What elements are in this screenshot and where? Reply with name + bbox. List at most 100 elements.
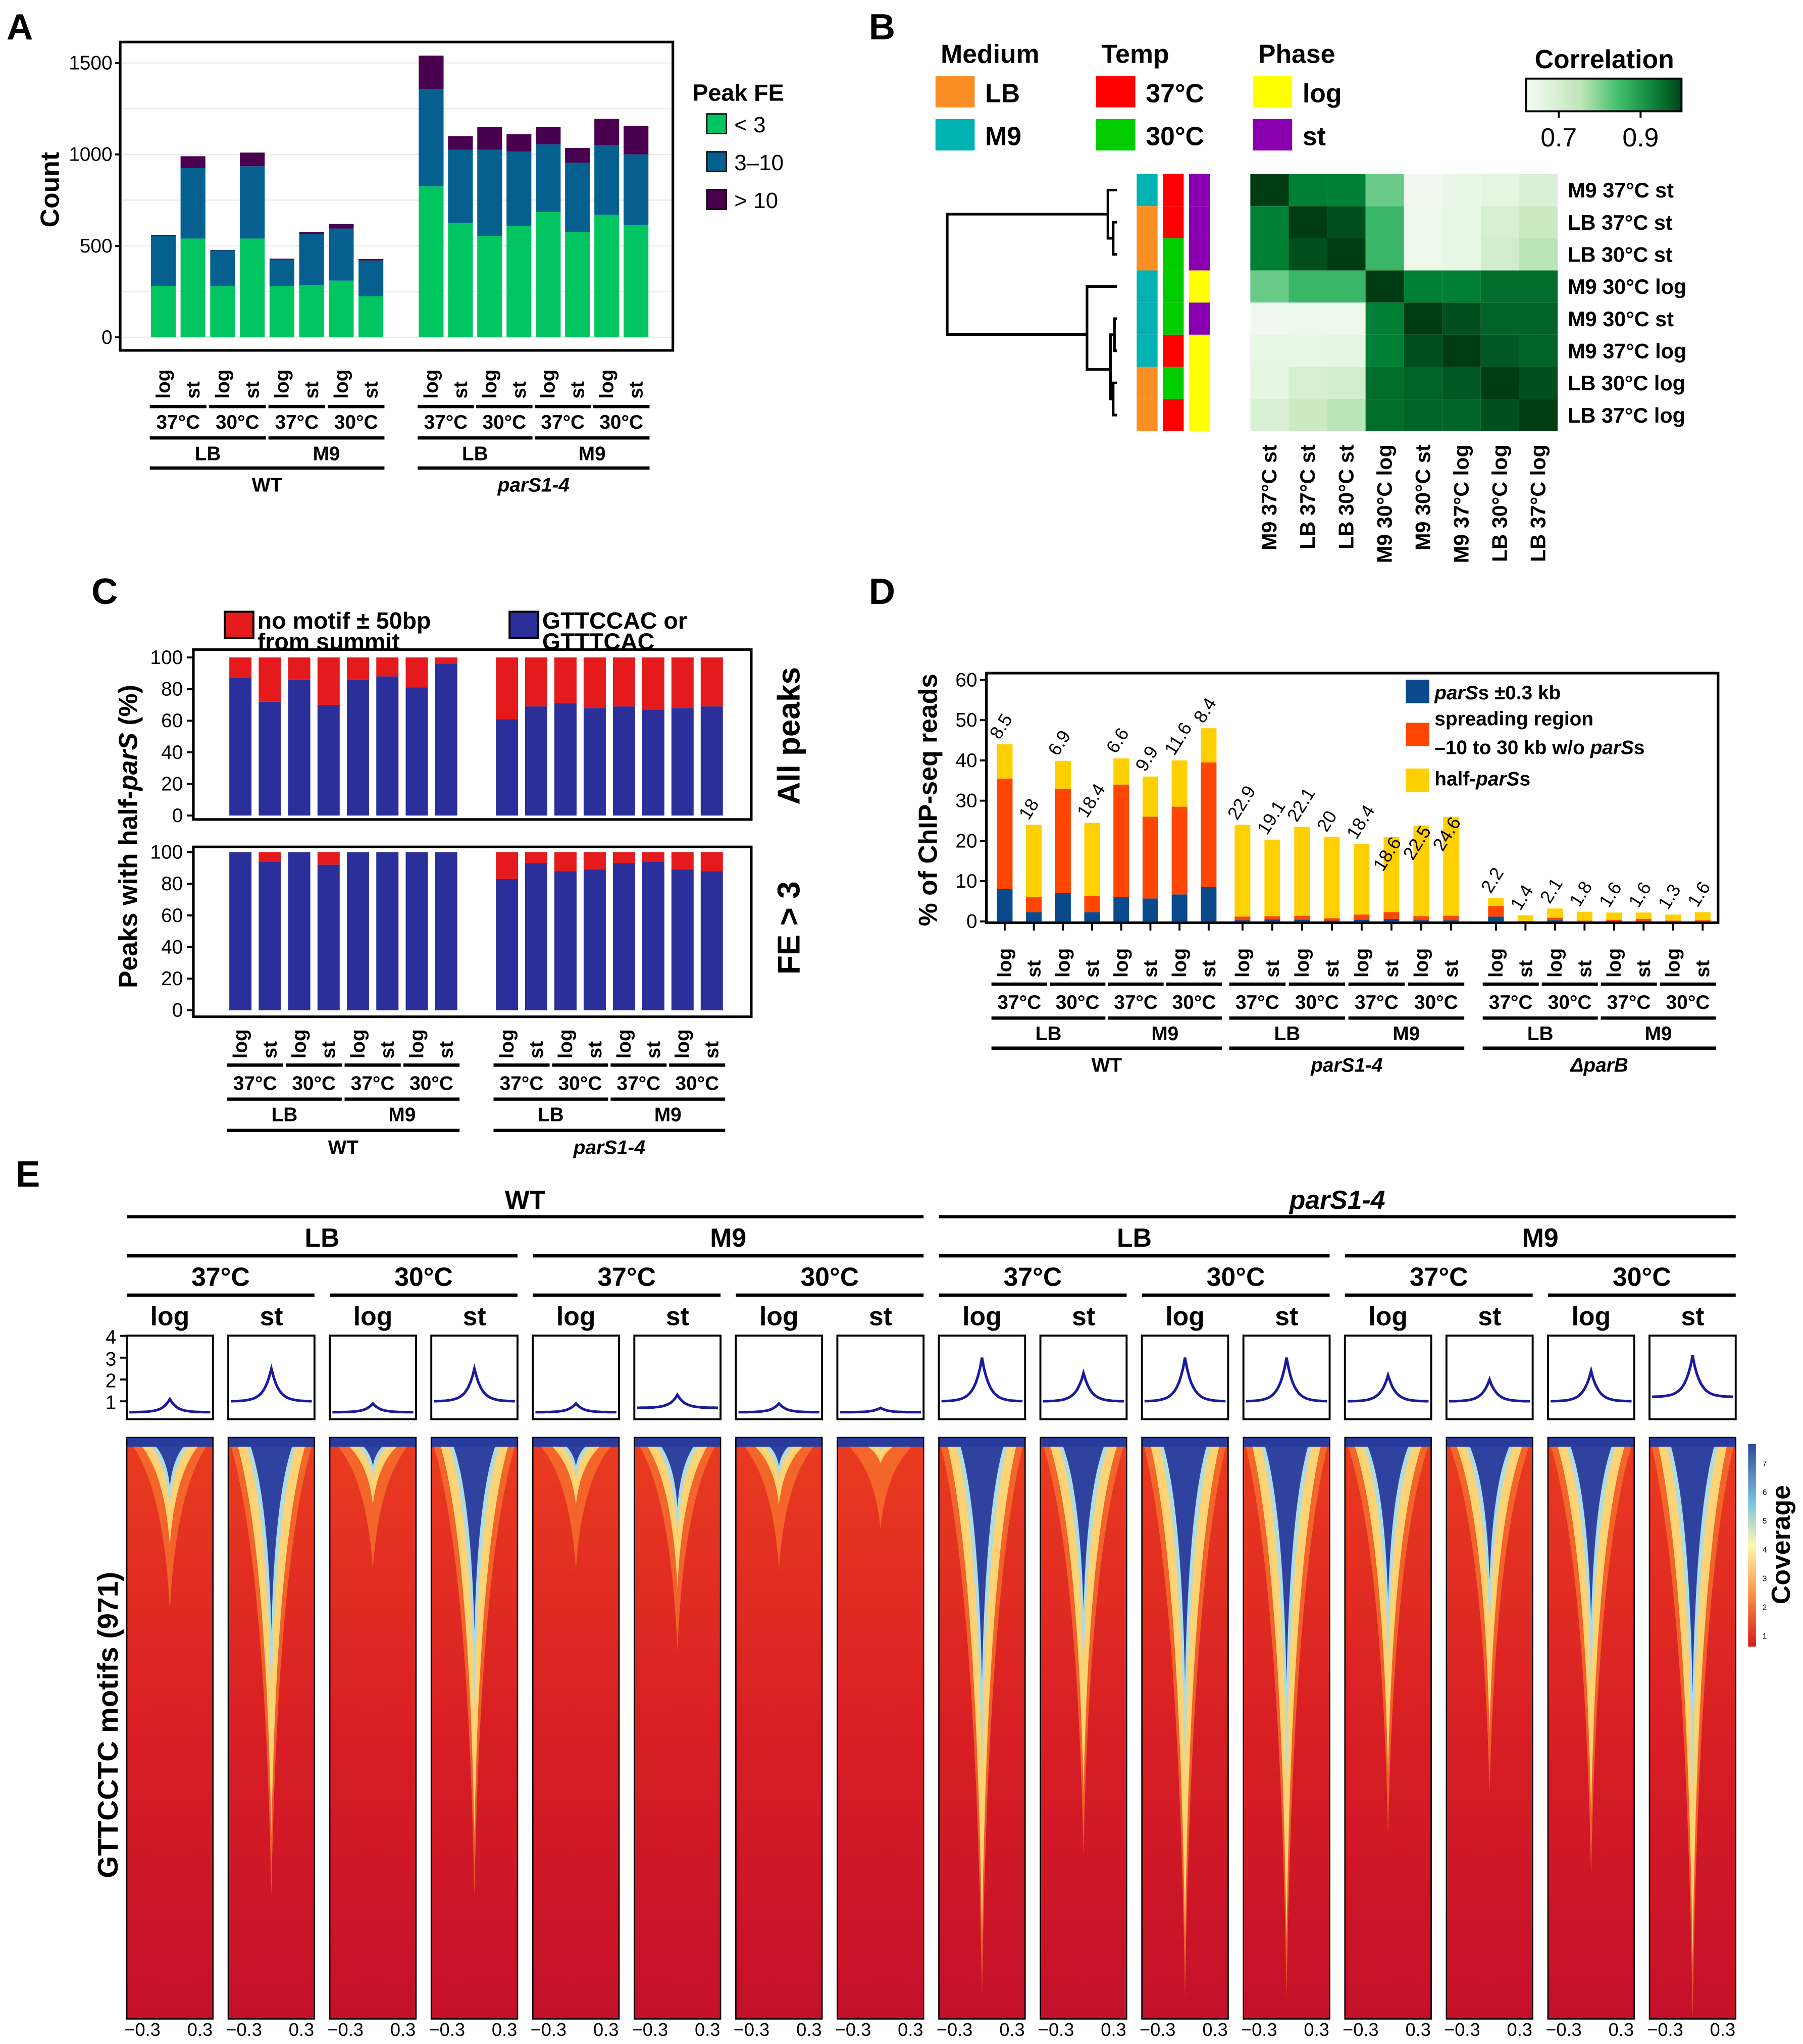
bar-no-motif <box>259 852 281 862</box>
dendrogram-branch <box>946 213 1108 336</box>
strain-label: parS1-4 <box>1289 1185 1385 1214</box>
bar-segment-1 <box>477 235 502 338</box>
temp-label: 37°C <box>191 1262 250 1292</box>
profile-box <box>836 1335 925 1420</box>
phase-label: st <box>301 381 323 399</box>
legend-label: half-parSs <box>1434 769 1530 790</box>
heatmap-cell <box>1442 174 1481 207</box>
legend-title: Phase <box>1258 39 1335 69</box>
heatmap-cell <box>1250 367 1289 399</box>
heatmap-cell <box>1442 238 1481 271</box>
y-tick-label: 40 <box>955 750 977 772</box>
profile-plot <box>430 1335 519 1420</box>
phase-label: log <box>1485 948 1507 978</box>
heatmap-cell <box>1327 270 1366 303</box>
phase-label: log <box>1368 1301 1408 1331</box>
heatmap-cell <box>1289 367 1327 399</box>
colorbar <box>1525 77 1683 113</box>
phase-label: st <box>526 1041 547 1059</box>
phase-label: log <box>962 1301 1002 1331</box>
bar-segment-3 <box>1606 912 1622 920</box>
heatmap-frame <box>1243 1437 1330 2020</box>
heatmap-frame <box>735 1437 823 2020</box>
bar-segment-3 <box>150 235 176 236</box>
bar-with-motif <box>317 864 340 1010</box>
heatmap-cell <box>1480 270 1519 303</box>
heatmap-cell <box>1519 399 1558 431</box>
profile-plot <box>938 1335 1026 1420</box>
bar-segment-3 <box>1264 839 1280 916</box>
temp-label: 37°C <box>156 412 200 433</box>
signal-cone-blue <box>1364 1437 1412 1601</box>
y-tick-label: 10 <box>955 871 977 892</box>
heatmap-cell <box>1519 367 1558 399</box>
y-axis-label: GTTCCTC motifs (971) <box>92 1572 124 1878</box>
heatmap-cell <box>1365 399 1404 431</box>
facet-label: FE > 3 <box>772 881 807 975</box>
signal-cone-blue <box>551 1437 600 1466</box>
phase-label: st <box>701 1041 723 1059</box>
bar-segment-1 <box>624 225 649 338</box>
signal-cone-blue <box>1668 1437 1717 1694</box>
bar-no-motif <box>642 852 664 862</box>
panel-label: E <box>16 1154 40 1195</box>
medium-label: LB <box>462 443 488 465</box>
heatmap-cell <box>1289 334 1327 367</box>
annotation-temp <box>1163 367 1184 399</box>
bar-segment-2 <box>1606 919 1622 921</box>
colorbar-tick-label: 1 <box>1763 1632 1767 1641</box>
bar-segment-2 <box>1201 762 1217 888</box>
temp-label: 30°C <box>216 412 260 433</box>
heatmap-frame <box>938 1437 1026 2020</box>
bar-with-motif <box>642 709 664 816</box>
bar-segment-2 <box>448 149 473 223</box>
bar-segment-3 <box>1142 776 1158 817</box>
phase-label: log <box>613 1029 635 1058</box>
heatmap-frame <box>634 1437 722 2020</box>
bar-segment-3 <box>1324 837 1340 918</box>
bar-segment-3 <box>1694 912 1711 921</box>
bar-segment-1 <box>358 296 384 338</box>
medium-label: M9 <box>1151 1023 1178 1045</box>
column-label: M9 30°C log <box>1373 444 1396 563</box>
bar-no-motif <box>700 657 723 707</box>
bar-segment-2 <box>1517 921 1533 922</box>
profile-plot <box>1242 1335 1331 1420</box>
annotation-medium <box>1137 270 1158 303</box>
heatmap-cell <box>1480 238 1519 271</box>
heatmap-cell <box>1365 206 1404 238</box>
profile-plot <box>836 1335 925 1420</box>
phase-label: st <box>1262 960 1283 978</box>
bar-segment-2 <box>1413 916 1429 921</box>
heatmap-cell <box>1404 174 1443 207</box>
phase-label: log <box>230 1029 251 1058</box>
row-label: M9 30°C st <box>1568 308 1674 331</box>
bar-with-motif <box>288 852 311 1010</box>
coverage-profile-line <box>637 1392 718 1409</box>
phase-label: log <box>496 1029 518 1058</box>
bar-with-motif <box>583 870 606 1010</box>
medium-label: LB <box>538 1104 564 1126</box>
y-tick-label: 20 <box>955 830 977 852</box>
legend-label: < 3 <box>734 113 765 137</box>
coverage-profile-line <box>332 1401 414 1414</box>
heatmap-cell <box>1404 334 1443 367</box>
bar-segment-3 <box>299 232 324 234</box>
temp-label: 30°C <box>1613 1262 1671 1292</box>
heatmap-top-band <box>1345 1437 1431 1447</box>
legend-label: spreading region <box>1434 708 1593 730</box>
heatmap-cell <box>1404 367 1443 399</box>
strain-label: WT <box>252 474 283 496</box>
coverage-profile-line <box>1449 1375 1530 1403</box>
coverage-heatmap <box>329 1437 417 2020</box>
temp-label: 37°C <box>997 992 1041 1013</box>
profile-plot <box>633 1335 722 1420</box>
coverage-heatmap <box>837 1437 924 2020</box>
heatmap-background <box>837 1437 924 2019</box>
profile-plot <box>1344 1335 1432 1420</box>
bar-with-motif <box>376 852 399 1010</box>
x-tick-label: 0.3 <box>1304 2019 1329 2040</box>
strain-label: parS1-4 <box>1310 1054 1382 1076</box>
